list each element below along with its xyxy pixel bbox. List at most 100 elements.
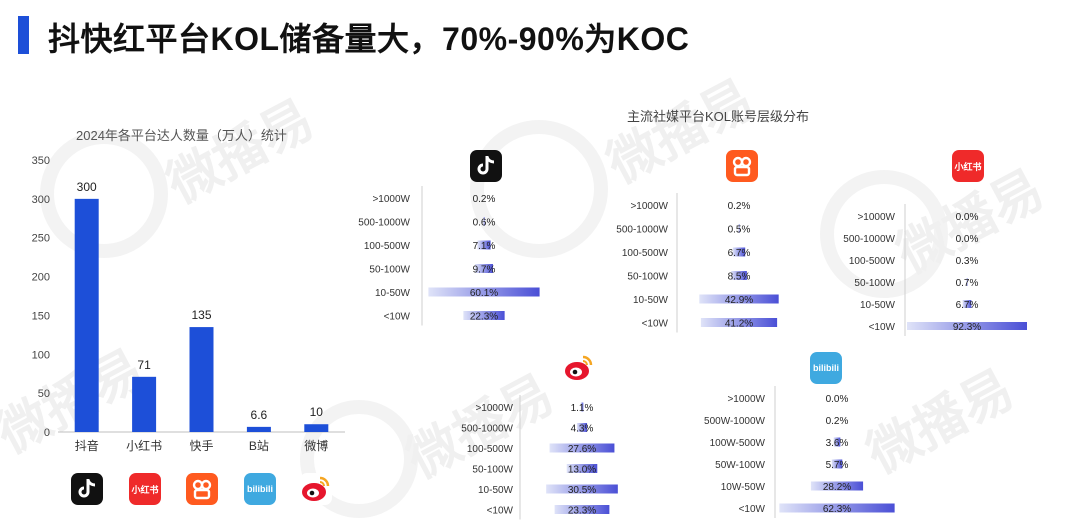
tier-bar	[699, 294, 779, 304]
tier-bar	[463, 311, 505, 320]
x-tick-label: 微博	[304, 438, 328, 453]
tier-value-label: 1.1%	[571, 403, 594, 414]
bar-2	[189, 327, 214, 432]
tier-category-label: >1000W	[630, 201, 668, 212]
tier-category-label: 50-100W	[627, 272, 668, 283]
tier-category-label: >1000W	[727, 394, 765, 405]
tier-category-label: 50-100W	[369, 265, 410, 276]
y-tick-label: 0	[44, 427, 50, 439]
y-tick-label: 150	[32, 310, 50, 322]
tier-category-label: 100-500W	[622, 248, 669, 259]
tier-category-label: 50-100W	[854, 278, 895, 289]
tier-value-label: 6.7%	[728, 248, 751, 259]
tier-category-label: 100-500W	[467, 444, 514, 455]
tier-category-label: 100-500W	[849, 256, 896, 267]
tier-category-label: >1000W	[372, 194, 410, 205]
title-accent-bar	[18, 16, 29, 54]
weibo-logo-icon	[300, 473, 332, 505]
tier-chart-4: >1000W 1.1% 500-1000W 4.3% 100-500W 27.6% 50-1…	[461, 395, 618, 520]
bar-value-label: 6.6	[251, 408, 268, 422]
douyin-logo-icon	[71, 473, 103, 505]
tier-category-label: 500-1000W	[616, 225, 668, 236]
tier-category-label: <10W	[642, 319, 669, 330]
bilibili-logo-icon: bilibili	[810, 352, 842, 384]
tier-category-label: >1000W	[857, 212, 895, 223]
tier-bar	[700, 318, 778, 327]
tier-value-label: 30.5%	[568, 485, 596, 496]
tier-value-label: 0.0%	[956, 212, 979, 223]
tier-category-label: 50-100W	[472, 465, 513, 476]
tier-bar	[907, 322, 1027, 330]
tier-value-label: 8.5%	[728, 272, 751, 283]
tier-value-label: 5.7%	[826, 460, 849, 471]
tier-bar	[580, 402, 584, 412]
weibo-logo-icon	[563, 352, 595, 384]
tier-category-label: 10-50W	[375, 288, 411, 299]
tier-bar	[738, 224, 740, 233]
tier-category-label: 500-1000W	[358, 218, 410, 229]
x-tick-label: 抖音	[75, 438, 99, 453]
tier-category-label: 10W-50W	[721, 482, 766, 493]
tier-bar	[475, 264, 493, 273]
tier-category-label: <10W	[487, 506, 514, 517]
tier-category-label: 500W-1000W	[704, 416, 766, 427]
tier-category-label: 100W-500W	[710, 438, 766, 449]
tier-category-label: 10-50W	[478, 485, 514, 496]
tier-bar	[732, 247, 746, 257]
tier-category-label: 50W-100W	[715, 460, 765, 471]
tier-category-label: 500-1000W	[843, 234, 895, 245]
tier-chart-3: >1000W 0.0% 500-1000W 0.0% 100-500W 0.3% 50-10…	[843, 204, 1027, 336]
tier-bar	[428, 287, 540, 297]
y-tick-label: 200	[32, 272, 50, 284]
tier-value-label: 0.2%	[473, 194, 496, 205]
tier-bar	[831, 459, 843, 469]
x-tick-label: 快手	[189, 439, 213, 453]
tier-bar	[779, 503, 895, 513]
tier-bar	[962, 300, 972, 308]
xiaohongshu-logo-icon: 小红书	[952, 150, 984, 182]
tier-value-label: 13.0%	[568, 465, 596, 476]
tier-value-label: 23.3%	[568, 506, 596, 517]
tier-chart-2: >1000W 0.2% 500-1000W 0.5% 100-500W 6.7% 50-10…	[616, 193, 779, 333]
tier-value-label: 28.2%	[823, 482, 851, 493]
xiaohongshu-logo-icon: 小红书	[129, 473, 161, 505]
bar-1	[132, 376, 157, 432]
bar-chart-title: 2024年各平台达人数量（万人）统计	[76, 128, 287, 143]
tier-bar	[833, 437, 841, 447]
tier-bar	[546, 484, 618, 494]
platform-count-bar-chart: 2024年各平台达人数量（万人）统计 0 50 100 150 200 250 300 350 3…	[32, 128, 345, 453]
tier-chart-5: >1000W 0.0% 500W-1000W 0.2% 100W-500W 3.6% 50W…	[704, 386, 895, 518]
tier-bar	[483, 217, 485, 226]
tier-bar	[731, 271, 747, 280]
bilibili-logo-icon: bilibili	[244, 473, 276, 505]
bar-value-label: 300	[77, 180, 97, 194]
x-tick-label: B站	[249, 439, 269, 453]
tier-bar	[566, 464, 598, 473]
y-tick-label: 50	[38, 388, 50, 400]
kuaishou-logo-icon	[726, 150, 758, 182]
tier-bar	[810, 481, 864, 491]
tier-category-label: 100-500W	[364, 241, 411, 252]
bar-value-label: 71	[137, 358, 151, 372]
y-tick-label: 300	[32, 194, 50, 206]
tier-chart-1: >1000W 0.2% 500-1000W 0.6% 100-500W 7.1% 50-10…	[358, 186, 540, 326]
bar-3	[246, 426, 271, 432]
tier-value-label: 60.1%	[470, 288, 498, 299]
tier-value-label: 42.9%	[725, 295, 753, 306]
tier-value-label: 41.2%	[725, 319, 753, 330]
tier-value-label: 27.6%	[568, 444, 596, 455]
tier-category-label: 500-1000W	[461, 424, 513, 435]
tier-category-label: >1000W	[475, 403, 513, 414]
tier-value-label: 0.2%	[826, 416, 849, 427]
douyin-logo-icon	[470, 150, 502, 182]
tier-value-label: 22.3%	[470, 312, 498, 323]
tier-value-label: 7.1%	[473, 241, 496, 252]
tier-bar	[576, 423, 588, 432]
y-tick-label: 250	[32, 233, 50, 245]
bar-0	[74, 198, 99, 432]
tier-value-label: 9.7%	[473, 265, 496, 276]
bar-value-label: 135	[191, 308, 211, 322]
tier-category-label: <10W	[384, 312, 411, 323]
x-tick-label: 小红书	[126, 438, 162, 453]
page-title: 抖快红平台KOL储备量大，70%-90%为KOC	[48, 21, 690, 57]
